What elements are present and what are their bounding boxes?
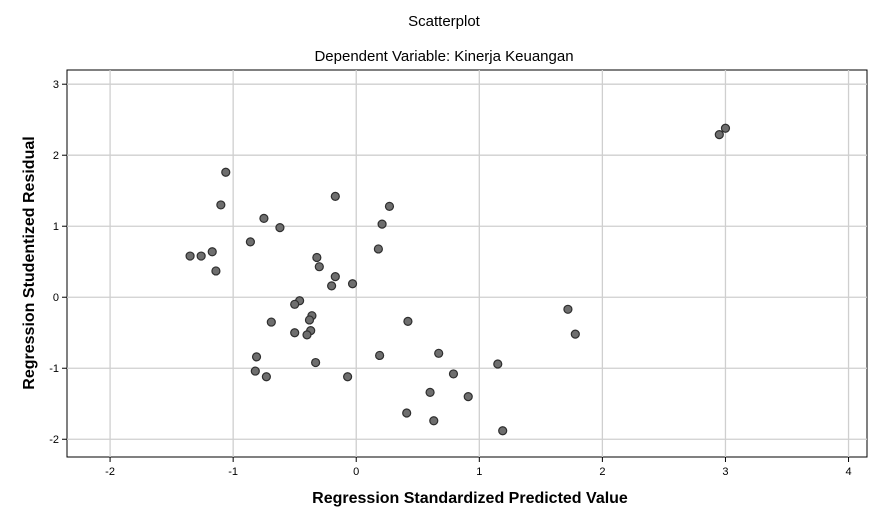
scatter-point <box>290 299 300 309</box>
x-tick-label: 4 <box>845 466 851 478</box>
scatter-point <box>245 237 255 247</box>
y-tick-label: 0 <box>53 292 59 304</box>
scatter-point <box>311 357 321 368</box>
x-tick-label: 3 <box>722 466 728 478</box>
scatter-point <box>251 352 262 362</box>
scatter-point <box>211 266 221 276</box>
scatter-point <box>448 369 459 379</box>
scatter-point <box>563 304 573 314</box>
scatter-point <box>221 167 231 177</box>
scatter-point <box>259 213 269 224</box>
y-tick-label: 1 <box>53 221 59 233</box>
scatter-point <box>312 252 322 263</box>
scatter-point <box>347 279 358 289</box>
plot-area: -2 -1 0 1 2 3 4 3 2 1 0 -1 -2 <box>49 69 868 478</box>
chart-subtitle: Dependent Variable: Kinerja Keuangan <box>314 48 573 65</box>
scatter-point <box>196 251 206 261</box>
data-points <box>185 123 731 436</box>
y-tick-label: -1 <box>49 363 59 375</box>
scatter-point <box>314 262 324 272</box>
scatter-point <box>373 244 383 254</box>
scatter-point <box>275 223 285 233</box>
scatter-point <box>403 316 413 326</box>
scatter-point <box>327 281 337 291</box>
chart-title: Scatterplot <box>408 13 481 30</box>
scatter-point <box>304 315 315 325</box>
grid-lines <box>67 70 867 457</box>
scatter-point <box>463 392 473 402</box>
scatter-point <box>207 247 217 257</box>
x-tick-label: -2 <box>105 466 115 478</box>
scatter-point <box>570 329 580 339</box>
x-axis-label: Regression Standardized Predicted Value <box>312 490 628 507</box>
scatter-point <box>330 191 340 201</box>
scatter-point <box>290 328 300 338</box>
y-tick-label: -2 <box>49 434 59 446</box>
scatter-point <box>302 330 312 340</box>
x-axis-ticks: -2 -1 0 1 2 3 4 <box>105 457 852 478</box>
scatter-point <box>343 372 353 382</box>
scatter-point <box>185 251 195 261</box>
scatter-point <box>402 408 412 418</box>
scatter-point <box>261 372 271 382</box>
scatter-point <box>384 201 395 211</box>
y-axis-ticks: 3 2 1 0 -1 -2 <box>49 79 67 446</box>
scatter-point <box>216 200 226 210</box>
scatter-point <box>493 359 503 369</box>
y-tick-label: 3 <box>53 79 59 91</box>
scatter-point <box>720 123 731 133</box>
scatter-point <box>266 317 276 327</box>
scatter-point <box>429 416 439 426</box>
y-tick-label: 2 <box>53 150 59 162</box>
scatter-point <box>377 219 387 229</box>
scatter-point <box>330 272 340 282</box>
scatter-point <box>250 366 260 376</box>
scatter-point <box>434 348 444 358</box>
scatter-point <box>498 426 508 436</box>
y-axis-label: Regression Studentized Residual <box>21 136 38 389</box>
scatter-point <box>714 130 724 140</box>
scatter-point <box>425 387 435 397</box>
scatter-point <box>375 350 385 361</box>
x-tick-label: 0 <box>353 466 359 478</box>
x-tick-label: 1 <box>476 466 482 478</box>
x-tick-label: 2 <box>599 466 605 478</box>
x-tick-label: -1 <box>228 466 238 478</box>
